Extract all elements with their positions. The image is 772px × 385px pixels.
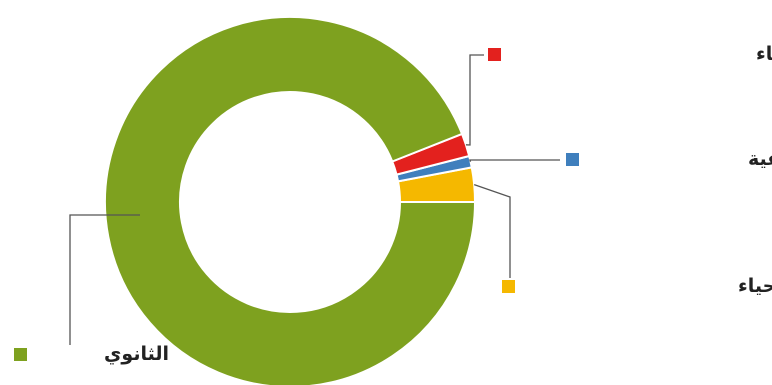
legend-label-biology-bachelor: بكالوريوس علم الأحياء [756, 42, 772, 65]
legend-swatch-agricultural-engineering [566, 153, 579, 166]
legend-swatch-bachelor-biology [502, 280, 515, 293]
legend-label-agricultural-engineering: الهندسة الزراعية [748, 148, 772, 170]
legend-swatch-biology-bachelor [488, 48, 501, 61]
donut-slices [104, 16, 477, 385]
legend-label-bachelor-biology: البكالوريوس الأحياء [738, 274, 772, 297]
legend-item-bachelor-biology: البكالوريوس الأحياء [502, 274, 772, 297]
legend-item-secondary: الثانوي [14, 343, 169, 366]
legend-item-biology-bachelor: بكالوريوس علم الأحياء [488, 42, 772, 65]
legend-label-secondary: الثانوي [104, 343, 169, 366]
slice-secondary [104, 16, 477, 385]
leader-line-agricultural-engineering [469, 159, 560, 162]
leader-line-biology-bachelor [465, 54, 484, 146]
legend-swatch-secondary [14, 348, 27, 361]
leader-line-secondary [69, 214, 140, 345]
leader-line-bachelor-biology [473, 183, 511, 278]
leader-lines [69, 54, 560, 345]
legend-item-agricultural-engineering: الهندسة الزراعية [566, 148, 772, 170]
